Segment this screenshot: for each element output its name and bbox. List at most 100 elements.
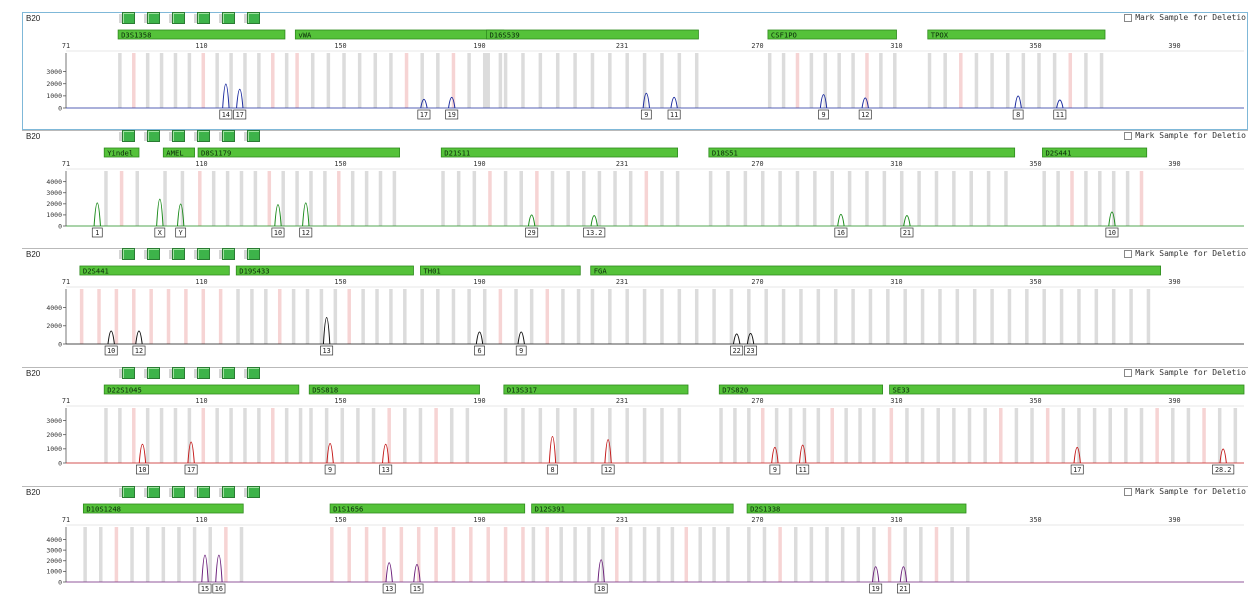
allele-call-box[interactable] [219,109,233,120]
view-toggle-button[interactable] [194,367,210,379]
marker-d2s441[interactable]: D2S441 [79,265,230,276]
view-toggle-button[interactable] [194,130,210,142]
marker-d18s51[interactable]: D18S51 [708,147,1016,158]
peak[interactable] [135,330,143,345]
marker-d16s539[interactable]: D16S539 [486,29,699,40]
peak[interactable] [871,566,880,583]
marker-amel[interactable]: AMEL [162,147,195,158]
allele-call-box[interactable] [796,464,810,475]
view-toggle-button[interactable] [244,12,260,24]
peak[interactable] [771,446,779,464]
allele-call-box[interactable] [834,227,848,238]
peak[interactable] [274,204,282,227]
allele-call-box[interactable] [640,109,652,120]
view-toggle-button[interactable] [194,248,210,260]
checkbox-icon[interactable] [1124,131,1133,140]
view-toggle-button[interactable] [219,486,235,498]
allele-call-box[interactable] [417,109,431,120]
mark-deletion-checkbox[interactable]: Mark Sample for Deletio [1124,368,1246,377]
allele-call-box[interactable] [869,583,883,594]
peak[interactable] [236,88,244,109]
mark-deletion-checkbox[interactable]: Mark Sample for Deletio [1124,13,1246,22]
peak[interactable] [819,94,828,109]
peak[interactable] [798,444,807,464]
peak[interactable] [746,332,755,345]
peak[interactable] [381,443,390,464]
allele-call-box[interactable] [594,583,608,594]
allele-call-box[interactable] [897,583,910,594]
peak[interactable] [107,330,115,345]
marker-th01[interactable]: TH01 [420,265,581,276]
view-toggle-button[interactable] [119,130,135,142]
marker-d2s1338[interactable]: D2S1338 [746,503,967,514]
peak[interactable] [420,98,428,109]
peak[interactable] [517,331,525,345]
allele-call-box[interactable] [184,464,198,475]
peak[interactable] [326,443,334,464]
allele-call-box[interactable] [525,227,539,238]
checkbox-icon[interactable] [1124,487,1133,496]
peak[interactable] [1108,211,1116,227]
marker-d1s1656[interactable]: D1S1656 [329,503,526,514]
marker-d10s1248[interactable]: D10S1248 [82,503,244,514]
allele-call-box[interactable] [91,227,103,238]
mark-deletion-checkbox[interactable]: Mark Sample for Deletio [1124,487,1246,496]
peak[interactable] [590,215,598,227]
allele-call-box[interactable] [1012,109,1024,120]
allele-call-box[interactable] [474,345,485,356]
allele-call-box[interactable] [299,227,313,238]
checkbox-icon[interactable] [1124,13,1133,22]
allele-call-box[interactable] [1105,227,1119,238]
view-toggle-button[interactable] [194,486,210,498]
marker-vwa[interactable]: vWA [294,29,505,40]
peak[interactable] [385,562,393,583]
mark-deletion-checkbox[interactable]: Mark Sample for Deletio [1124,249,1246,258]
allele-call-box[interactable] [515,345,527,356]
marker-d12s391[interactable]: D12S391 [531,503,734,514]
peak[interactable] [1073,446,1081,464]
marker-d19s433[interactable]: D19S433 [235,265,414,276]
peak[interactable] [597,559,605,583]
view-toggle-button[interactable] [244,248,260,260]
peak[interactable] [156,199,164,227]
view-toggle-button[interactable] [219,130,235,142]
peak[interactable] [604,439,612,464]
peak[interactable] [176,203,185,227]
view-toggle-button[interactable] [119,367,135,379]
peak[interactable] [138,443,147,464]
checkbox-icon[interactable] [1124,249,1133,258]
view-toggle-button[interactable] [169,12,185,24]
view-toggle-button[interactable] [169,130,185,142]
allele-call-box[interactable] [667,109,681,120]
view-toggle-button[interactable] [194,12,210,24]
peak[interactable] [837,213,845,227]
peak[interactable] [1014,95,1022,109]
allele-call-box[interactable] [744,345,758,356]
marker-fga[interactable]: FGA [590,265,1162,276]
marker-yindel[interactable]: Yindel [103,147,140,158]
checkbox-icon[interactable] [1124,368,1133,377]
marker-tpox[interactable]: TPOX [927,29,1106,40]
allele-call-box[interactable] [1053,109,1067,120]
allele-call-box[interactable] [271,227,285,238]
allele-call-box[interactable] [900,227,914,238]
peak[interactable] [448,96,456,109]
allele-call-box[interactable] [1212,464,1235,475]
allele-call-box[interactable] [104,345,118,356]
allele-call-box[interactable] [198,583,212,594]
marker-d7s820[interactable]: D7S820 [718,384,884,395]
view-toggle-button[interactable] [144,130,160,142]
peak[interactable] [201,554,209,583]
peak[interactable] [548,436,557,464]
marker-d13s317[interactable]: D13S317 [503,384,689,395]
mark-deletion-checkbox[interactable]: Mark Sample for Deletio [1124,131,1246,140]
allele-call-box[interactable] [324,464,336,475]
allele-call-box[interactable] [1070,464,1084,475]
view-toggle-button[interactable] [119,248,135,260]
peak[interactable] [187,441,195,464]
allele-call-box[interactable] [212,583,226,594]
marker-d22s1045[interactable]: D22S1045 [103,384,300,395]
marker-d3s1358[interactable]: D3S1358 [117,29,286,40]
view-toggle-button[interactable] [144,248,160,260]
peak[interactable] [215,554,223,583]
